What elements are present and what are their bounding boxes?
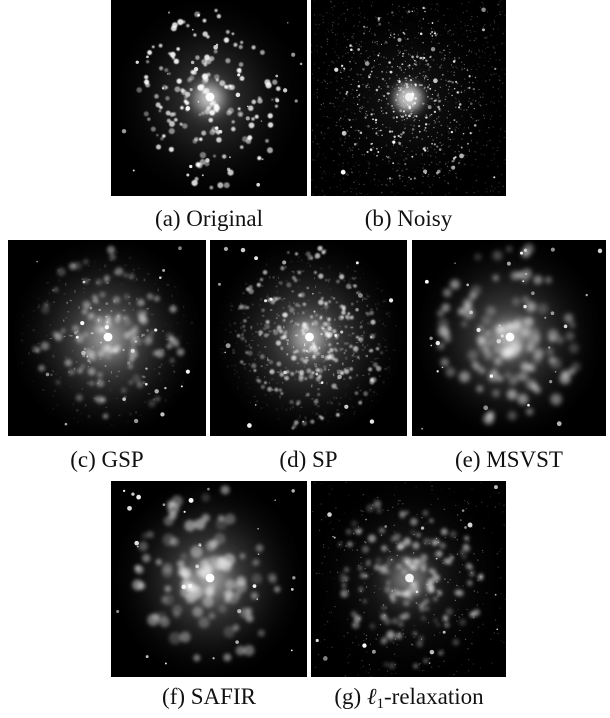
caption-l1-relaxation: (g) ℓ1-relaxation — [300, 683, 518, 718]
galaxy-picture — [210, 240, 407, 436]
caption-prefix: (g) — [334, 684, 367, 709]
panel-gsp-image — [8, 240, 206, 436]
caption-suffix: -relaxation — [384, 684, 484, 709]
panel-original-image — [111, 0, 307, 196]
caption-noisy: (b) Noisy — [311, 205, 506, 233]
panel-safir-image — [111, 481, 307, 677]
caption-gsp: (c) GSP — [8, 446, 206, 474]
caption-msvst: (e) MSVST — [412, 446, 606, 474]
caption-sp: (d) SP — [210, 446, 407, 474]
panel-msvst-image — [412, 240, 606, 436]
galaxy-picture — [311, 481, 506, 677]
galaxy-picture — [412, 240, 606, 436]
panel-l1-relaxation-image — [311, 481, 506, 677]
caption-original: (a) Original — [111, 205, 307, 233]
galaxy-picture — [311, 0, 506, 196]
caption-safir: (f) SAFIR — [111, 683, 307, 711]
panel-sp-image — [210, 240, 407, 436]
panel-noisy-image — [311, 0, 506, 196]
ell-symbol: ℓ — [367, 684, 377, 710]
galaxy-picture — [8, 240, 206, 436]
galaxy-picture — [111, 481, 307, 677]
subscript-one: 1 — [377, 696, 385, 712]
galaxy-picture — [111, 0, 307, 196]
